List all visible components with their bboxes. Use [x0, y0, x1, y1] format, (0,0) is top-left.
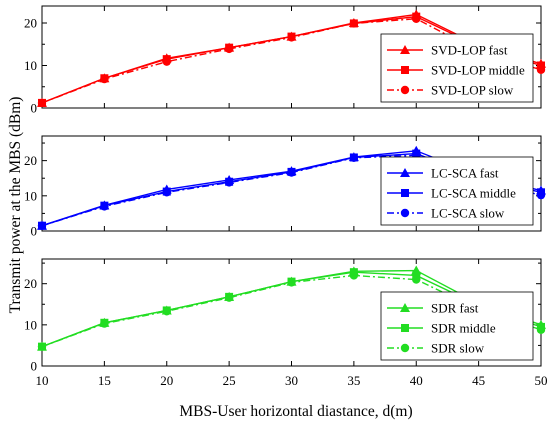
legend-label: SDR fast: [431, 301, 479, 316]
legend-label: SVD-LOP fast: [431, 43, 508, 58]
legend-label: SDR slow: [431, 341, 485, 356]
x-tick-label: 40: [410, 373, 423, 388]
data-point: [536, 325, 546, 334]
data-point: [537, 61, 545, 70]
legend-marker: [401, 189, 409, 197]
data-point: [224, 44, 234, 54]
data-point: [162, 307, 171, 316]
data-point: [37, 221, 47, 230]
legend-label: SVD-LOP middle: [431, 63, 525, 78]
x-tick-label: 30: [285, 373, 298, 388]
legend-label: LC-SCA middle: [431, 186, 516, 201]
data-point: [349, 271, 359, 280]
legend-marker: [400, 45, 410, 54]
x-tick-label: 10: [36, 373, 49, 388]
legend-label: LC-SCA fast: [431, 166, 499, 181]
legend-marker: [400, 208, 410, 218]
x-tick-label: 35: [347, 373, 360, 388]
x-tick-label: 15: [98, 373, 111, 388]
legend-marker: [400, 168, 410, 177]
x-tick-label: 45: [472, 373, 485, 388]
legend-label: SDR middle: [431, 321, 496, 336]
legend-marker: [401, 66, 409, 74]
y-tick-label: 20: [24, 276, 37, 291]
y-tick-label: 0: [31, 359, 38, 374]
data-point: [224, 178, 234, 187]
y-tick-label: 20: [24, 16, 37, 31]
data-point: [536, 190, 546, 200]
y-tick-label: 10: [24, 317, 37, 332]
x-tick-label: 25: [223, 373, 236, 388]
legend-marker: [400, 343, 410, 353]
x-axis-title: MBS-User horizontal diastance, d(m): [179, 403, 412, 420]
data-point: [287, 33, 296, 42]
y-tick-label: 10: [24, 188, 37, 203]
y-tick-label: 10: [24, 58, 37, 73]
legend-marker: [401, 324, 409, 332]
y-tick-label: 0: [31, 224, 38, 239]
data-point: [287, 168, 296, 177]
data-point: [37, 98, 47, 108]
data-point: [412, 14, 421, 23]
x-tick-label: 20: [160, 373, 173, 388]
data-point: [349, 19, 359, 28]
data-point: [287, 278, 296, 287]
y-tick-label: 20: [24, 153, 37, 168]
legend-marker: [400, 303, 410, 312]
chart-panel-2: 0 10 20 LC-SCA fast LC-SCA middle LC-SCA slow: [24, 135, 546, 239]
legend-marker: [400, 85, 410, 95]
y-tick-label: 0: [31, 101, 38, 116]
data-point: [536, 65, 546, 74]
chart-panel-1: 0 10 20 SVD-LOP fast SVD-LOP middle SVD-LOP s…: [24, 5, 546, 116]
y-axis-title: Transmit power at the MBS (dBm): [7, 97, 24, 314]
data-point: [100, 319, 109, 328]
data-point: [100, 74, 109, 84]
data-point: [412, 275, 421, 284]
data-point: [162, 57, 171, 66]
legend-label: LC-SCA slow: [431, 206, 505, 221]
x-tick-label: 50: [535, 373, 548, 388]
data-point: [349, 153, 359, 163]
data-point: [100, 202, 109, 211]
data-point: [162, 188, 171, 197]
legend-label: SVD-LOP slow: [431, 83, 514, 98]
data-point: [224, 293, 234, 302]
data-point: [37, 342, 47, 351]
